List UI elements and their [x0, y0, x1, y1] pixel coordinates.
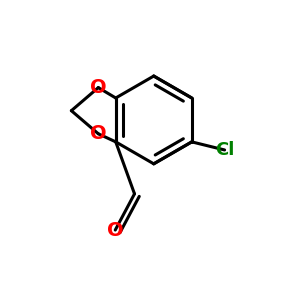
Text: O: O — [90, 78, 106, 97]
Text: Cl: Cl — [215, 141, 234, 159]
Text: O: O — [107, 220, 124, 239]
Text: O: O — [90, 124, 106, 143]
